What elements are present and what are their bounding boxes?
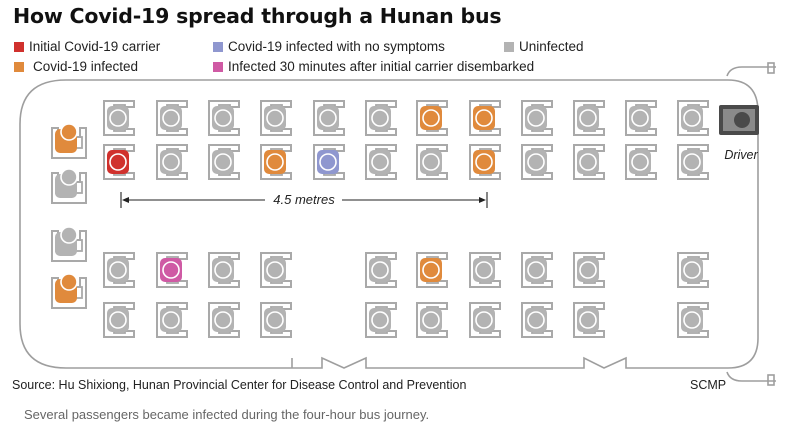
seat-upper-aisle-3 [208, 144, 240, 180]
seat-upper-aisle-5 [313, 144, 345, 180]
seat-upper-window-3 [208, 100, 240, 136]
seat-upper-window-1 [103, 100, 135, 136]
legend-late-infected: Infected 30 minutes after initial carrie… [213, 59, 534, 74]
legend-swatch-late-infected [213, 61, 223, 72]
source-note: Source: Hu Shixiong, Hunan Provincial Ce… [12, 378, 467, 392]
seat-lower-aisle-9 [521, 252, 553, 288]
seat-upper-window-11 [625, 100, 657, 136]
legend-swatch-infected [14, 61, 24, 72]
seat-lower-aisle-1 [103, 252, 135, 288]
seat-back-bench-2 [51, 168, 87, 204]
legend-uninfected: Uninfected [504, 39, 584, 54]
seat-upper-aisle-8 [469, 144, 501, 180]
seat-lower-window-8 [469, 302, 501, 338]
seat-lower-aisle-12 [677, 252, 709, 288]
seat-upper-window-7 [416, 100, 448, 136]
seat-upper-aisle-7 [416, 144, 448, 180]
seat-lower-window-9 [521, 302, 553, 338]
seat-upper-aisle-10 [573, 144, 605, 180]
distance-marker [120, 192, 488, 208]
seat-upper-window-8 [469, 100, 501, 136]
seat-lower-aisle-3 [208, 252, 240, 288]
seat-upper-aisle-12 [677, 144, 709, 180]
seat-lower-window-4 [260, 302, 292, 338]
seat-lower-window-1 [103, 302, 135, 338]
seat-back-bench-3 [51, 226, 87, 262]
seat-lower-aisle-6 [365, 252, 397, 288]
seat-upper-window-6 [365, 100, 397, 136]
distance-label: 4.5 metres [273, 192, 335, 207]
legend-swatch-initial-carrier [14, 41, 24, 52]
seat-lower-window-10 [573, 302, 605, 338]
seat-lower-window-12 [677, 302, 709, 338]
legend-label-asymptomatic: Covid-19 infected with no symptoms [228, 39, 445, 54]
seat-back-bench-1 [51, 123, 87, 159]
legend-swatch-asymptomatic [213, 41, 223, 52]
chart-title: How Covid-19 spread through a Hunan bus [13, 4, 502, 28]
seat-lower-aisle-2 [156, 252, 188, 288]
legend-label-late-infected: Infected 30 minutes after initial carrie… [228, 59, 535, 74]
seats-layer [51, 100, 709, 338]
seat-lower-aisle-8 [469, 252, 501, 288]
seat-upper-aisle-9 [521, 144, 553, 180]
right-mirror-top [726, 62, 776, 77]
seat-upper-aisle-4 [260, 144, 292, 180]
seat-upper-aisle-2 [156, 144, 188, 180]
seat-upper-window-2 [156, 100, 188, 136]
credit-label: SCMP [690, 378, 727, 392]
driver-seat [719, 105, 759, 135]
legend-asymptomatic: Covid-19 infected with no symptoms [213, 39, 445, 54]
seat-upper-window-5 [313, 100, 345, 136]
seat-lower-aisle-7 [416, 252, 448, 288]
seat-lower-window-3 [208, 302, 240, 338]
caption: Several passengers became infected durin… [24, 407, 430, 422]
seat-upper-aisle-1 [103, 144, 135, 180]
seat-lower-window-6 [365, 302, 397, 338]
seat-lower-window-7 [416, 302, 448, 338]
seat-upper-aisle-6 [365, 144, 397, 180]
legend-label-infected: Covid-19 infected [33, 59, 139, 74]
legend-label-initial-carrier: Initial Covid-19 carrier [29, 39, 161, 54]
seat-upper-window-10 [573, 100, 605, 136]
seat-upper-aisle-11 [625, 144, 657, 180]
driver-label: Driver [724, 148, 758, 162]
legend-label-uninfected: Uninfected [519, 39, 584, 54]
legend-swatch-uninfected [504, 41, 514, 52]
seat-lower-aisle-10 [573, 252, 605, 288]
seat-lower-aisle-4 [260, 252, 292, 288]
right-mirror-bottom [726, 371, 776, 386]
seat-upper-window-4 [260, 100, 292, 136]
legend-initial-carrier: Initial Covid-19 carrier [14, 39, 160, 54]
legend-infected: Covid-19 infected [14, 59, 138, 74]
seat-back-bench-4 [51, 273, 87, 309]
seat-upper-window-9 [521, 100, 553, 136]
seat-lower-window-2 [156, 302, 188, 338]
seat-upper-window-12 [677, 100, 709, 136]
